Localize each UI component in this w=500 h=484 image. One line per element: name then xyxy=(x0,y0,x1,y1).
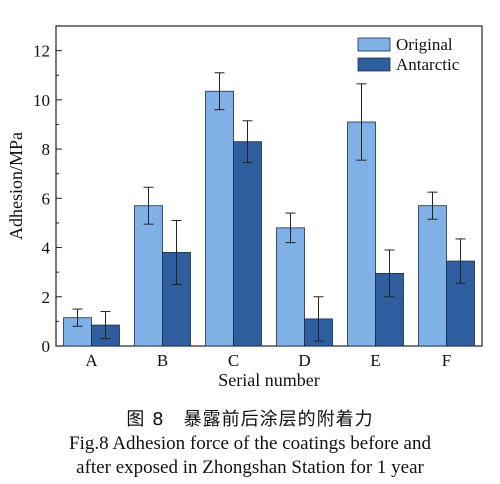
legend-label-antarctic: Antarctic xyxy=(396,55,460,74)
figure-caption-chinese: 图 8 暴露前后涂层的附着力 xyxy=(126,409,374,430)
bar-original-D xyxy=(276,227,305,347)
legend-label-original: Original xyxy=(396,35,453,54)
y-axis-title: Adhesion/MPa xyxy=(6,132,26,240)
y-tick-label: 10 xyxy=(33,91,50,110)
y-tick-label: 8 xyxy=(42,140,51,159)
x-tick-label: B xyxy=(157,351,168,370)
y-tick-label: 0 xyxy=(42,337,51,356)
bar-original-B xyxy=(134,205,163,347)
y-tick-label: 12 xyxy=(33,42,50,61)
figure-caption-english-line1: Fig.8 Adhesion force of the coatings bef… xyxy=(69,433,431,454)
y-tick-label: 6 xyxy=(42,189,51,208)
x-tick-label: D xyxy=(298,351,310,370)
x-axis-title: Serial number xyxy=(218,370,319,390)
x-tick-label: C xyxy=(228,351,239,370)
x-tick-label: E xyxy=(370,351,380,370)
plot-frame xyxy=(55,25,483,347)
figure-caption-english-line2: after exposed in Zhongshan Station for 1… xyxy=(76,457,424,478)
bar-chart: 0 2 4 6 8 10 12 A B C D E F Serial number Adhesion/MPa… xyxy=(6,25,483,390)
y-tick-label: 2 xyxy=(42,288,51,307)
y-tick-label: 4 xyxy=(42,239,51,258)
legend-swatch-original xyxy=(357,37,391,52)
legend-swatch-antarctic xyxy=(357,57,391,72)
chart: 0 2 4 6 8 10 12 A B C D E F Serial number Adhesion/MPa… xyxy=(6,25,483,390)
bar-original-F xyxy=(418,205,447,347)
bar-original-C xyxy=(205,90,234,347)
bar-antarctic-C xyxy=(233,141,262,347)
x-tick-label: F xyxy=(442,351,451,370)
x-tick-label: A xyxy=(85,351,98,370)
